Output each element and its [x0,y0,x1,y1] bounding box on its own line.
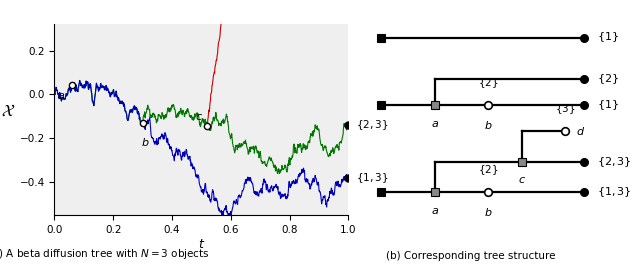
Text: $a$: $a$ [56,91,65,101]
Text: $d$: $d$ [575,125,585,137]
Text: $c$: $c$ [518,175,527,185]
Text: $\{2\}$: $\{2\}$ [597,72,619,86]
Text: $a$: $a$ [431,206,438,216]
Y-axis label: $\mathcal{X}$: $\mathcal{X}$ [1,102,15,120]
Text: $\{1\}$: $\{1\}$ [597,98,619,112]
Text: $b$: $b$ [484,206,492,218]
Text: $\{1,3\}$: $\{1,3\}$ [597,185,632,199]
Text: $\{3\}$: $\{3\}$ [555,102,575,116]
Text: $\{1\}$: $\{1\}$ [597,31,619,44]
Text: (a) A beta diffusion tree with $N = 3$ objects: (a) A beta diffusion tree with $N = 3$ o… [0,247,210,261]
Text: $\{2\}$: $\{2\}$ [477,76,498,90]
Text: $\{2,3\}$: $\{2,3\}$ [597,155,632,169]
X-axis label: $t$: $t$ [198,238,205,251]
Text: $c$: $c$ [195,112,203,122]
Text: (b) Corresponding tree structure: (b) Corresponding tree structure [386,251,555,261]
Text: $a$: $a$ [431,119,438,129]
Text: $\{1,3\}$: $\{1,3\}$ [356,171,388,185]
Text: $\{2\}$: $\{2\}$ [477,163,498,177]
Text: $b$: $b$ [141,136,150,148]
Text: $b$: $b$ [484,119,492,131]
Text: $\{2,3\}$: $\{2,3\}$ [356,118,388,132]
